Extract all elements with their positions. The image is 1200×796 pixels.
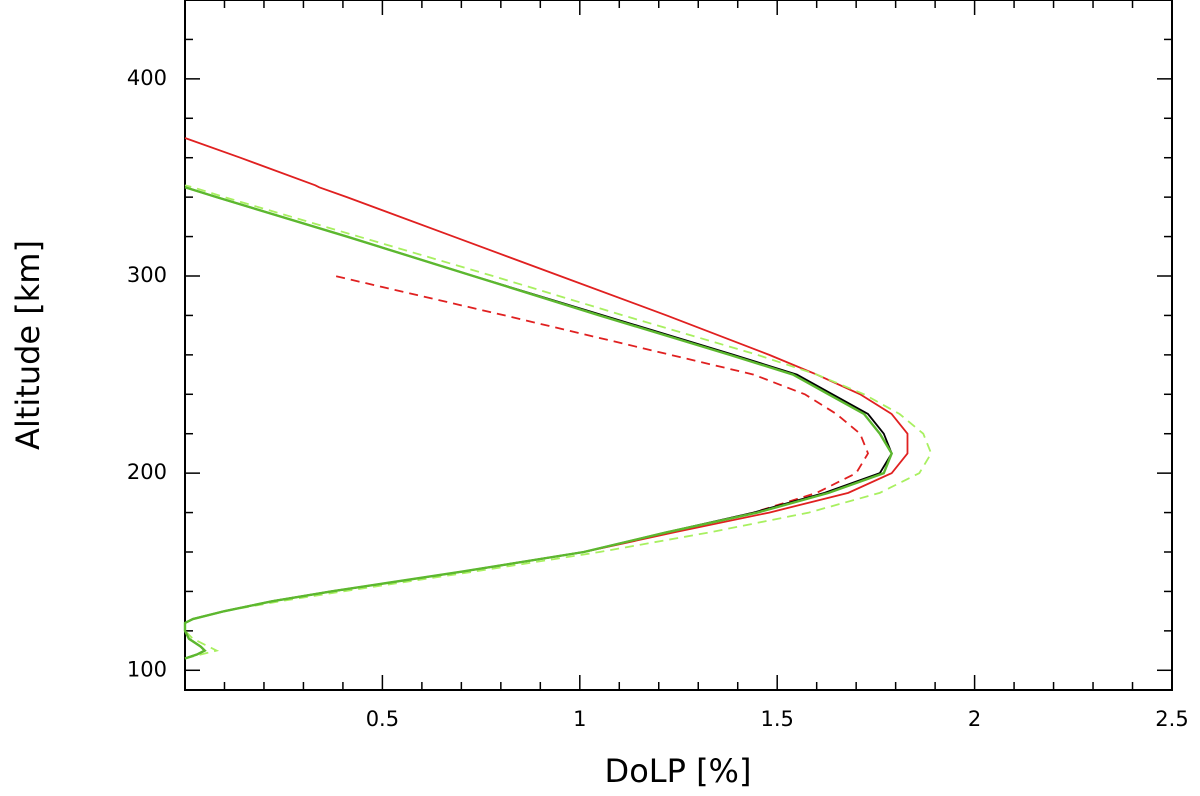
y-tick-label: 200 [127, 460, 167, 484]
x-tick-label: 2 [968, 707, 981, 731]
data-line [184, 186, 893, 660]
data-line [184, 184, 933, 660]
y-tick-label: 400 [127, 66, 167, 90]
data-line [184, 275, 870, 660]
x-tick-label: 0.5 [366, 707, 399, 731]
x-tick-label: 1.5 [760, 707, 793, 731]
x-tick-label: 1 [573, 707, 586, 731]
x-tick-label: 2.5 [1155, 707, 1188, 731]
x-axis-title: DoLP [%] [605, 752, 752, 790]
data-line [183, 186, 894, 660]
y-tick-label: 300 [127, 263, 167, 287]
y-tick-label: 100 [127, 657, 167, 681]
plot-frame [184, 0, 1173, 691]
data-line [184, 137, 909, 660]
y-axis-title: Altitude [km] [9, 240, 47, 450]
